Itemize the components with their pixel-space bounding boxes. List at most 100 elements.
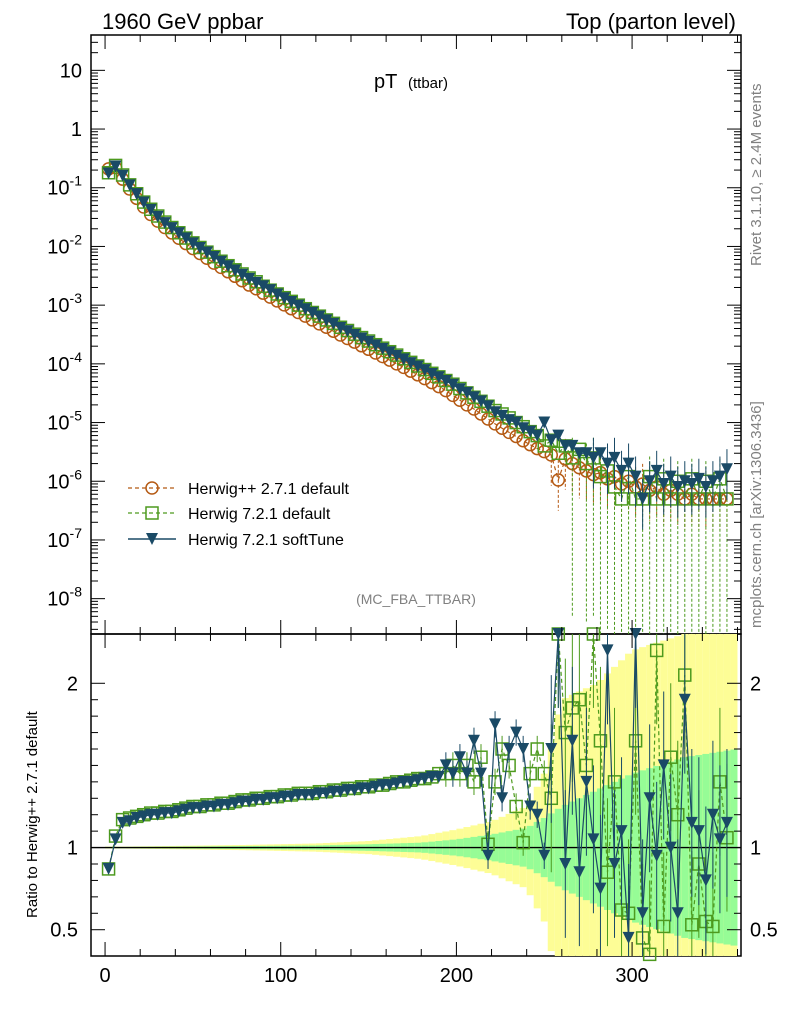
data-point xyxy=(292,299,305,312)
data-point xyxy=(102,862,115,875)
data-point xyxy=(355,332,368,345)
data-point xyxy=(397,353,410,366)
data-point xyxy=(109,833,122,846)
legend-entry-herwig-721-default: Herwig 7.2.1 default xyxy=(128,506,331,523)
data-point xyxy=(622,931,635,944)
data-point xyxy=(172,227,185,240)
mcplots-label: mcplots.cern.ch [arXiv:1306.3436] xyxy=(748,401,765,628)
data-point xyxy=(193,242,206,255)
data-point xyxy=(243,795,256,808)
data-point xyxy=(594,882,607,895)
data-point xyxy=(572,692,587,707)
analysis-tag: (MC_FBA_TTBAR) xyxy=(356,591,476,607)
rivet-version-label: Rivet 3.1.10, ≥ 2.4M events xyxy=(748,84,765,267)
data-point xyxy=(482,400,495,413)
data-point xyxy=(720,816,733,829)
data-point xyxy=(165,807,178,820)
data-point xyxy=(649,643,664,658)
data-point xyxy=(313,310,326,323)
y-tick-label: 10-3 xyxy=(47,290,82,317)
y-tick-label: 10 xyxy=(60,60,82,82)
data-point xyxy=(558,725,573,740)
data-point xyxy=(538,849,551,862)
data-point xyxy=(663,750,678,764)
data-point xyxy=(671,907,684,920)
data-point xyxy=(545,743,558,755)
series-herwig-721-default xyxy=(101,158,734,634)
data-point xyxy=(572,460,587,475)
series-herwigpp-271-line xyxy=(108,166,727,500)
data-point xyxy=(642,947,657,962)
data-point xyxy=(481,412,495,426)
data-point xyxy=(348,784,361,797)
data-point xyxy=(475,767,487,780)
data-point xyxy=(271,288,284,301)
data-point xyxy=(165,222,178,235)
data-point xyxy=(615,825,628,838)
observable-subtitle: (ttbar) xyxy=(408,75,448,92)
data-point xyxy=(509,429,523,444)
data-point xyxy=(383,779,396,792)
data-point xyxy=(376,342,389,355)
data-point xyxy=(327,317,340,330)
y-tick-label: 1 xyxy=(71,119,82,141)
data-point xyxy=(320,787,333,800)
data-point xyxy=(650,464,663,477)
series-herwig-721-softtune xyxy=(102,160,733,530)
data-point xyxy=(432,770,445,783)
data-point xyxy=(664,841,677,854)
data-point xyxy=(699,874,712,887)
data-point xyxy=(713,833,726,846)
data-point xyxy=(151,808,164,821)
data-point xyxy=(207,800,220,813)
data-point xyxy=(179,232,192,245)
data-point xyxy=(137,810,150,823)
series-herwig-721-default-line xyxy=(108,164,728,501)
data-point xyxy=(524,425,537,438)
data-point xyxy=(151,210,164,223)
data-point xyxy=(552,628,565,640)
data-point xyxy=(390,777,403,790)
data-point xyxy=(467,775,481,789)
data-point xyxy=(601,457,614,470)
data-point xyxy=(531,808,544,821)
data-point xyxy=(348,329,361,342)
data-point xyxy=(551,446,566,460)
data-point xyxy=(643,792,656,805)
data-point xyxy=(586,627,601,641)
data-point xyxy=(496,792,509,805)
x-tick-label: 200 xyxy=(440,965,473,987)
data-point xyxy=(530,742,544,756)
data-point xyxy=(552,429,565,442)
data-point xyxy=(503,743,516,755)
data-point xyxy=(334,321,347,334)
ratio-y-axis-label: Ratio to Herwig++ 2.7.1 default xyxy=(24,710,41,918)
data-point xyxy=(713,470,726,483)
data-point xyxy=(685,816,698,829)
data-point xyxy=(608,858,621,870)
y-tick-label: 10-6 xyxy=(47,466,82,493)
ratio-y-tick-label-right: 2 xyxy=(750,673,761,695)
legend-entry-herwig-721-softtune: Herwig 7.2.1 softTune xyxy=(128,532,344,549)
legend-label-herwig-721-softtune: Herwig 7.2.1 softTune xyxy=(188,532,344,549)
data-point xyxy=(299,303,312,316)
data-point xyxy=(137,196,150,209)
data-point xyxy=(271,792,284,805)
y-tick-label: 10-5 xyxy=(47,408,82,435)
data-point xyxy=(523,766,537,781)
data-point xyxy=(523,437,537,452)
data-point xyxy=(699,480,712,493)
legend-entry-herwigpp-271: Herwig++ 2.7.1 default xyxy=(128,481,350,498)
data-point xyxy=(636,492,649,505)
data-point xyxy=(559,858,572,870)
data-point xyxy=(656,919,671,934)
ratio-y-tick-label-right: 1 xyxy=(750,838,761,860)
y-tick-label: 10-1 xyxy=(47,173,82,200)
x-tick-label: 0 xyxy=(99,965,110,987)
data-point xyxy=(109,160,122,173)
data-point xyxy=(628,734,643,748)
data-point xyxy=(123,179,136,192)
data-point xyxy=(390,349,403,362)
data-point xyxy=(439,759,452,772)
